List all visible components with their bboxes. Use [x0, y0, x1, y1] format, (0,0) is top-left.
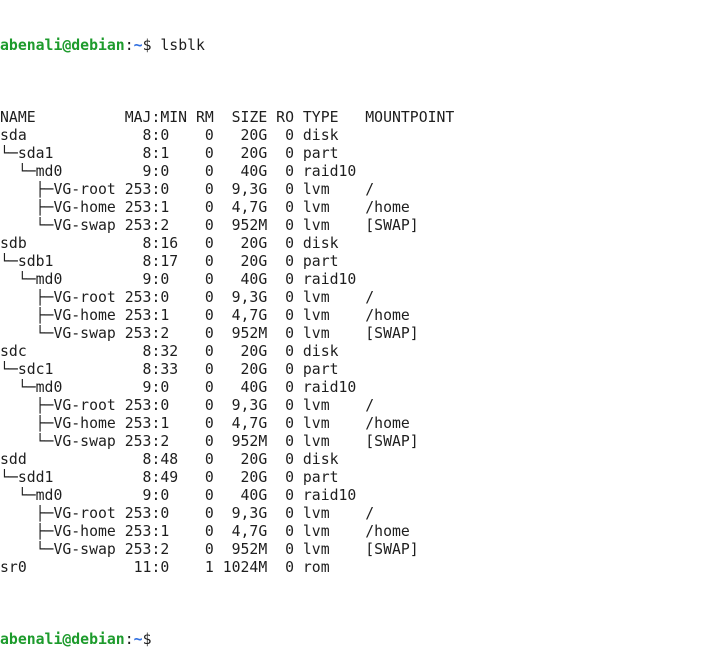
- output-header-row: NAME MAJ:MIN RM SIZE RO TYPE MOUNTPOINT: [0, 109, 455, 126]
- output-row: sdd 8:48 0 20G 0 disk: [0, 451, 339, 468]
- prompt-separator: :: [124, 631, 134, 648]
- command-text: lsblk: [160, 37, 205, 54]
- prompt-symbol: $: [142, 631, 161, 648]
- text-cursor: [160, 631, 169, 647]
- output-row: └─md0 9:0 0 40G 0 raid10: [0, 163, 357, 180]
- output-row: ├─VG-root 253:0 0 9,3G 0 lvm /: [0, 181, 375, 198]
- prompt-path: ~: [133, 37, 143, 54]
- output-row: └─VG-swap 253:2 0 952M 0 lvm [SWAP]: [0, 433, 419, 450]
- output-row: ├─VG-home 253:1 0 4,7G 0 lvm /home: [0, 523, 410, 540]
- prompt-user-host: abenali@debian: [0, 631, 125, 648]
- prompt-separator: :: [124, 37, 134, 54]
- output-row: ├─VG-home 253:1 0 4,7G 0 lvm /home: [0, 415, 410, 432]
- output-row: sdc 8:32 0 20G 0 disk: [0, 343, 339, 360]
- output-row: ├─VG-root 253:0 0 9,3G 0 lvm /: [0, 397, 375, 414]
- output-row: ├─VG-root 253:0 0 9,3G 0 lvm /: [0, 505, 375, 522]
- output-row: ├─VG-home 253:1 0 4,7G 0 lvm /home: [0, 307, 410, 324]
- output-row: └─sdd1 8:49 0 20G 0 part: [0, 469, 339, 486]
- prompt-path: ~: [133, 631, 143, 648]
- output-row: ├─VG-root 253:0 0 9,3G 0 lvm /: [0, 289, 375, 306]
- output-row: └─sda1 8:1 0 20G 0 part: [0, 145, 339, 162]
- output-row: sr0 11:0 1 1024M 0 rom: [0, 559, 330, 576]
- output-row: └─VG-swap 253:2 0 952M 0 lvm [SWAP]: [0, 217, 419, 234]
- command-output: NAME MAJ:MIN RM SIZE RO TYPE MOUNTPOINT s…: [0, 109, 702, 577]
- current-prompt-line[interactable]: abenali@debian:~$: [0, 631, 702, 649]
- terminal-window[interactable]: abenali@debian:~$ lsblk NAME MAJ:MIN RM …: [0, 1, 702, 648]
- output-row: sdb 8:16 0 20G 0 disk: [0, 235, 339, 252]
- output-row: └─md0 9:0 0 40G 0 raid10: [0, 271, 357, 288]
- output-row: sda 8:0 0 20G 0 disk: [0, 127, 339, 144]
- output-row: └─md0 9:0 0 40G 0 raid10: [0, 379, 357, 396]
- output-row: ├─VG-home 253:1 0 4,7G 0 lvm /home: [0, 199, 410, 216]
- command-line: abenali@debian:~$ lsblk: [0, 37, 702, 55]
- output-row: └─sdb1 8:17 0 20G 0 part: [0, 253, 339, 270]
- output-row: └─VG-swap 253:2 0 952M 0 lvm [SWAP]: [0, 541, 419, 558]
- prompt-symbol: $: [142, 37, 161, 54]
- output-row: └─VG-swap 253:2 0 952M 0 lvm [SWAP]: [0, 325, 419, 342]
- prompt-user-host: abenali@debian: [0, 37, 125, 54]
- output-row: └─md0 9:0 0 40G 0 raid10: [0, 487, 357, 504]
- output-row: └─sdc1 8:33 0 20G 0 part: [0, 361, 339, 378]
